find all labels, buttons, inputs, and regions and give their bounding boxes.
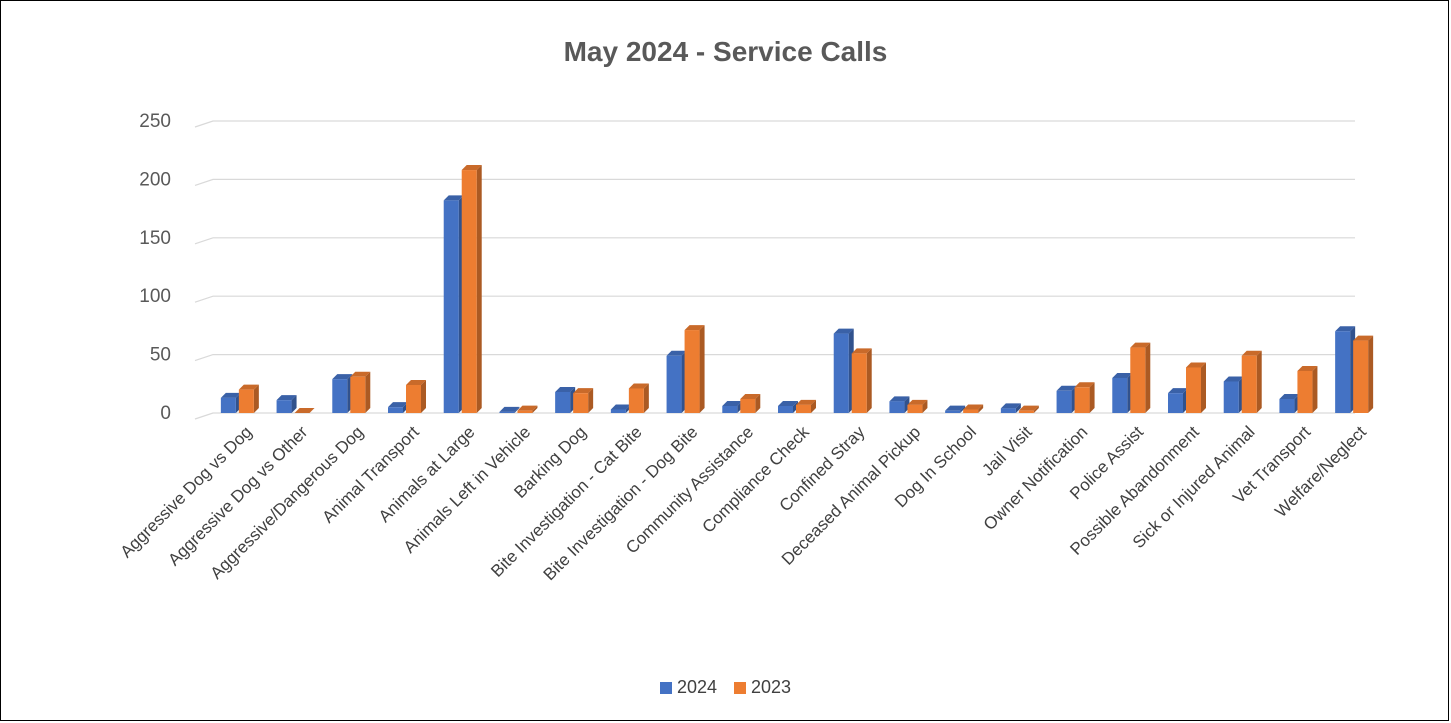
legend-item-2023: 2023: [734, 677, 791, 698]
bar-2023: [1074, 382, 1095, 413]
bar-2024: [722, 400, 743, 413]
bar-2024: [778, 400, 798, 413]
x-category-label: Jail Visit: [978, 422, 1035, 479]
bar-2024: [945, 405, 966, 413]
bar-2024: [666, 350, 687, 413]
x-category-label: Owner Notification: [980, 422, 1092, 534]
gridline: [194, 412, 1355, 420]
bar-2023: [1186, 362, 1206, 413]
bar-2024: [1000, 403, 1021, 413]
bar-2024: [443, 195, 464, 413]
gridline: [194, 295, 1355, 303]
bar-2024: [276, 395, 297, 413]
bar-2023: [963, 404, 984, 413]
bar-2024: [220, 392, 241, 413]
bar-2024: [1279, 393, 1300, 413]
x-category-label: Compliance Check: [698, 422, 813, 537]
bar-2024: [1335, 326, 1356, 413]
legend-swatch-2024: [659, 681, 672, 694]
bar-2023: [1241, 350, 1262, 413]
y-tick-label: 250: [139, 111, 171, 132]
legend-label-2024: 2024: [676, 677, 717, 697]
chart-title: May 2024 - Service Calls: [563, 36, 888, 67]
legend-label-2023: 2023: [751, 677, 792, 697]
legend-item-2024: 2024: [659, 677, 717, 698]
y-tick-label: 100: [139, 286, 171, 307]
bar-2023: [628, 383, 649, 413]
bar-2024: [889, 396, 910, 413]
bar-2023: [406, 379, 426, 413]
bar-2023: [350, 371, 371, 413]
bar-2023: [740, 393, 761, 413]
bar-2023: [684, 325, 705, 413]
bar-2024: [833, 328, 854, 413]
bar-2023: [238, 384, 259, 413]
legend: 2024 2023: [0, 677, 1451, 699]
y-tick-label: 150: [139, 228, 171, 249]
gridline: [194, 178, 1355, 186]
gridline: [194, 237, 1355, 245]
x-category-label: Animal Transport: [319, 422, 423, 526]
bar-2024: [610, 404, 631, 413]
bar-2024: [1168, 388, 1188, 413]
bar-2023: [851, 348, 872, 413]
bar-2024: [1056, 385, 1077, 413]
bar-2024: [1223, 376, 1244, 413]
bar-2024: [388, 402, 408, 413]
bar-2023: [1353, 335, 1374, 413]
y-tick-label: 200: [139, 169, 171, 190]
gridline: [194, 120, 1355, 128]
bar-2023: [294, 408, 315, 413]
bar-2024: [555, 386, 576, 413]
bar-2023: [907, 399, 928, 413]
bar-2023: [1130, 342, 1151, 413]
x-category-label: Animals at Large: [375, 422, 479, 526]
bar-2023: [1297, 365, 1318, 413]
y-tick-label: 0: [160, 403, 171, 424]
bar-2023: [796, 399, 816, 413]
bar-2024: [1112, 372, 1133, 413]
gridline: [194, 354, 1355, 362]
bar-2023: [573, 388, 594, 413]
bar-2023: [1018, 405, 1039, 413]
bar-2023: [461, 165, 482, 413]
bar-2024: [499, 406, 520, 413]
bar-2023: [517, 405, 538, 413]
bar-2024: [332, 374, 353, 413]
y-tick-label: 50: [150, 345, 171, 366]
legend-swatch-2023: [734, 681, 746, 694]
